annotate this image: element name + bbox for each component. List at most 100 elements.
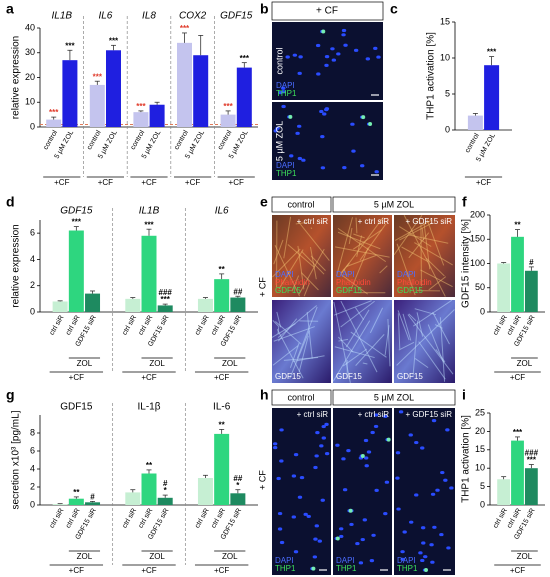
significance: ##	[233, 287, 242, 296]
bar-label: ctrl siR	[49, 314, 66, 336]
fiber	[272, 345, 299, 366]
fiber	[432, 311, 450, 345]
fiber	[283, 357, 319, 361]
nucleus	[297, 156, 303, 161]
nucleus	[374, 170, 379, 174]
thp1-cell	[424, 568, 429, 573]
panel-letter: a	[6, 1, 14, 17]
significance: ***	[487, 48, 497, 57]
stain-label: DAPI	[336, 556, 355, 565]
fiber	[348, 227, 353, 245]
nucleus	[360, 164, 365, 168]
nucleus	[420, 526, 426, 530]
y-tick-label: 40	[25, 22, 35, 32]
nucleus	[312, 555, 318, 559]
fiber	[295, 221, 309, 225]
micrograph	[272, 22, 383, 100]
stain-label: GDF15	[397, 286, 423, 295]
significance: **	[219, 421, 226, 430]
fiber	[353, 233, 365, 239]
bar	[85, 293, 101, 312]
nucleus	[293, 550, 299, 554]
nucleus	[285, 55, 290, 59]
footer: +CF	[185, 178, 200, 187]
y-tick-label: 5	[445, 88, 450, 98]
nucleus	[446, 546, 451, 550]
fiber	[340, 300, 378, 373]
bar-label: ctrl siR	[121, 507, 138, 529]
y-tick-label: 0	[480, 306, 485, 316]
fiber	[402, 313, 412, 341]
nucleus	[330, 47, 335, 51]
fiber	[355, 307, 365, 321]
significance: ##	[233, 474, 242, 483]
significance: **	[219, 265, 226, 274]
fiber	[397, 313, 401, 349]
nucleus	[395, 476, 400, 480]
nucleus	[400, 550, 405, 554]
nucleus	[297, 495, 303, 499]
category-label: GDF15	[60, 206, 93, 217]
nucleus	[342, 488, 348, 492]
nucleus	[440, 470, 445, 475]
fiber	[426, 219, 445, 266]
fiber	[272, 320, 280, 328]
nucleus	[353, 48, 359, 52]
bar	[89, 84, 105, 127]
fiber	[340, 262, 350, 274]
nucleus	[279, 459, 284, 463]
fiber	[399, 222, 433, 241]
panel-letter: i	[462, 387, 466, 403]
nucleus	[279, 540, 285, 545]
significance: ***	[161, 295, 171, 304]
nucleus	[383, 511, 388, 516]
y-tick-label: 6	[30, 445, 35, 455]
nucleus	[396, 507, 401, 511]
nucleus	[435, 488, 440, 492]
bar	[497, 479, 511, 505]
nucleus	[346, 449, 351, 453]
y-axis-label: secretion x10³ [pg/mL]	[11, 410, 22, 509]
stain-label: GDF15	[275, 286, 301, 295]
nucleus	[429, 543, 434, 547]
y-axis-label: THP1 activation [%]	[461, 415, 472, 503]
bar	[106, 50, 121, 127]
micrograph	[333, 408, 392, 575]
significance: *	[236, 481, 240, 490]
bar	[511, 440, 524, 505]
footer: +CF	[229, 178, 244, 187]
fiber	[412, 320, 419, 377]
nucleus	[431, 419, 437, 423]
column-label: + GDF15 siR	[406, 410, 453, 419]
nucleus	[370, 430, 375, 435]
nucleus	[324, 108, 329, 112]
bar-label: ctrl siR	[210, 314, 227, 336]
category-label: IL8	[142, 11, 156, 22]
y-tick-label: 8	[30, 427, 35, 437]
significance: ***	[527, 456, 537, 465]
nucleus	[331, 58, 337, 62]
stain-label: GDF15	[397, 372, 423, 381]
fiber	[334, 346, 375, 359]
nucleus	[366, 450, 372, 454]
fiber	[277, 327, 280, 335]
y-axis-label: GDF15 intensity [%]	[461, 219, 472, 308]
bar	[141, 473, 157, 505]
fiber	[340, 300, 375, 328]
stain-label: THP1	[276, 89, 297, 98]
nucleus	[362, 518, 368, 522]
nucleus	[338, 527, 344, 531]
fiber	[298, 248, 325, 295]
nucleus	[342, 166, 347, 170]
fiber	[350, 331, 387, 358]
nucleus	[373, 424, 379, 429]
footer: +CF	[141, 373, 156, 382]
nucleus	[420, 446, 425, 450]
significance: ***	[240, 54, 250, 63]
fiber	[340, 273, 369, 295]
stain-label: THP1	[275, 564, 296, 573]
fiber	[355, 217, 358, 234]
nucleus	[314, 524, 319, 528]
significance: ***	[136, 102, 146, 111]
micrograph	[272, 300, 331, 383]
